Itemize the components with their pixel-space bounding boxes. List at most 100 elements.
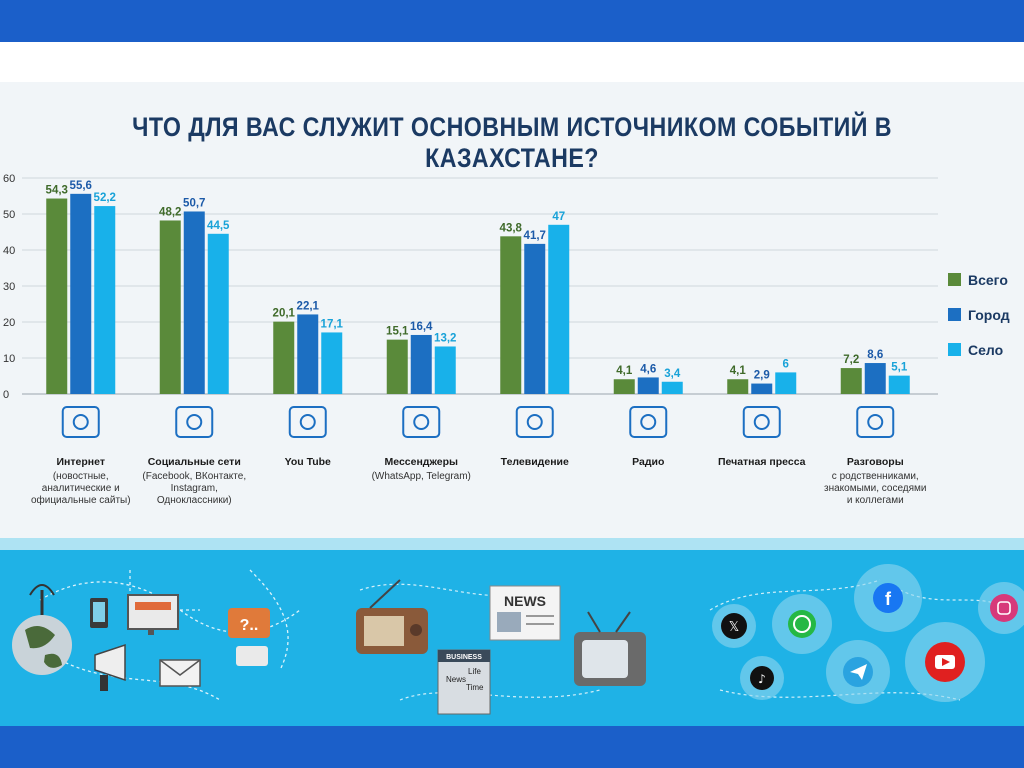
facebook-icon: f [854, 564, 922, 632]
newspaper-icon: NEWS [489, 585, 561, 641]
www-globe-icon [61, 406, 100, 438]
svg-text:♪: ♪ [758, 672, 766, 686]
category-sublabel: (Facebook, ВКонтакте, [142, 471, 246, 482]
bar-Всего-5 [613, 379, 635, 394]
bar-Всего-6 [727, 379, 749, 394]
x-twitter-icon: 𝕏 [712, 604, 756, 648]
bar-Город-5 [637, 377, 659, 394]
bar-Село-6 [775, 372, 797, 394]
data-label: 3,4 [664, 368, 681, 380]
bar-Село-4 [548, 224, 570, 394]
telegram-icon [826, 640, 890, 704]
category-sublabel: (WhatsApp, Telegram) [372, 471, 471, 482]
category-sublabel: (новостные, [53, 471, 109, 482]
bar-Город-4 [524, 243, 546, 394]
y-tick-label: 50 [3, 209, 15, 221]
category-label: Радио [632, 456, 664, 468]
magazine-masthead: BUSINESS [446, 654, 482, 661]
data-label: 15,1 [386, 326, 409, 338]
category-label: Социальные сети [148, 456, 241, 468]
category-sublabel: Instagram, [171, 483, 218, 494]
legend-item-0: Всего [948, 262, 1010, 297]
speech-bubble-text: ?.. [240, 617, 259, 634]
data-label: 4,6 [640, 363, 656, 375]
category-sublabel: с родственниками, [832, 471, 919, 482]
tiktok-icon: ♪ [740, 656, 784, 700]
retro-radio-icon [356, 579, 428, 654]
megaphone-icon [94, 643, 126, 691]
center-lines [359, 583, 601, 701]
legend-label: Город [968, 306, 1010, 323]
y-tick-label: 30 [3, 281, 15, 293]
data-label: 55,6 [70, 180, 92, 192]
bar-Село-3 [434, 346, 456, 394]
data-label: 4,1 [730, 365, 747, 377]
category-sublabel: и коллегами [847, 495, 904, 506]
data-label: 20,1 [273, 308, 296, 320]
legend-swatch [948, 308, 961, 321]
y-tick-label: 40 [3, 245, 15, 257]
legend-item-2: Село [948, 332, 1010, 367]
data-label: 5,1 [891, 362, 908, 374]
magazine-word-1: News [446, 675, 466, 684]
data-label: 22,1 [297, 300, 320, 312]
bar-layer [46, 193, 910, 394]
bar-Всего-2 [273, 321, 295, 394]
data-label: 43,8 [500, 222, 523, 234]
category-sublabel: аналитические и [42, 483, 120, 494]
data-label: 8,6 [867, 349, 883, 361]
speech-bubble-icon: ?.. [228, 608, 270, 666]
bar-Город-7 [864, 363, 886, 394]
data-label: 54,3 [46, 185, 68, 197]
bar-Город-6 [751, 383, 773, 394]
data-label: 48,2 [159, 206, 181, 218]
category-sublabel: знакомыми, соседями [824, 483, 927, 494]
y-tick-label: 10 [3, 353, 15, 365]
bar-Всего-3 [386, 339, 408, 394]
data-label: 6 [783, 358, 789, 370]
bar-Город-0 [70, 193, 92, 394]
chart-legend: Всего Город Село [948, 262, 1010, 367]
icon-layer [61, 406, 895, 438]
conversation-icon [856, 406, 895, 438]
legend-label: Всего [968, 271, 1008, 288]
bar-Город-3 [410, 334, 432, 394]
category-label: You Tube [285, 456, 331, 468]
category-sublabel: официальные сайты) [31, 494, 131, 506]
category-label: Разговоры [847, 456, 904, 468]
y-tick-label: 20 [3, 317, 15, 329]
bar-Село-2 [321, 332, 343, 394]
antenna-icon [29, 584, 55, 615]
instagram-icon [978, 582, 1024, 634]
youtube-icon [905, 622, 985, 702]
tv-icon [574, 611, 646, 686]
bar-Село-5 [661, 381, 683, 394]
magazine-word-3: Time [466, 683, 484, 692]
magazine-icon: BUSINESS News Life Time [437, 649, 491, 715]
data-label: 16,4 [410, 321, 433, 333]
newspaper-headline: NEWS [504, 593, 546, 609]
data-label: 17,1 [321, 318, 344, 330]
svg-text:𝕏: 𝕏 [729, 620, 739, 635]
data-label: 52,2 [94, 192, 116, 204]
bar-Всего-7 [840, 368, 862, 394]
data-label: 44,5 [207, 220, 230, 232]
newspaper-icon [742, 406, 781, 438]
bar-Всего-1 [159, 220, 181, 394]
tv-icon [515, 406, 554, 438]
data-label: 47 [552, 211, 565, 223]
bar-chart: 0 10 20 30 40 50 60 54,3 55,652,2 Интернет (новост… [3, 173, 938, 506]
text-layer: 0 10 20 30 40 50 60 54,3 55,652,2 Интернет (новост… [3, 173, 927, 506]
messenger-icon [402, 406, 441, 438]
bar-Село-7 [888, 375, 910, 394]
legend-item-1: Город [948, 297, 1010, 332]
bar-Всего-0 [46, 198, 68, 394]
whatsapp-icon [772, 594, 832, 654]
magazine-word-2: Life [468, 667, 481, 676]
category-label: Печатная пресса [718, 456, 806, 468]
mail-icon [159, 659, 201, 687]
radio-icon [629, 406, 668, 438]
category-label: Телевидение [501, 456, 569, 468]
data-label: 7,2 [843, 354, 859, 366]
youtube-play-icon [288, 406, 327, 438]
